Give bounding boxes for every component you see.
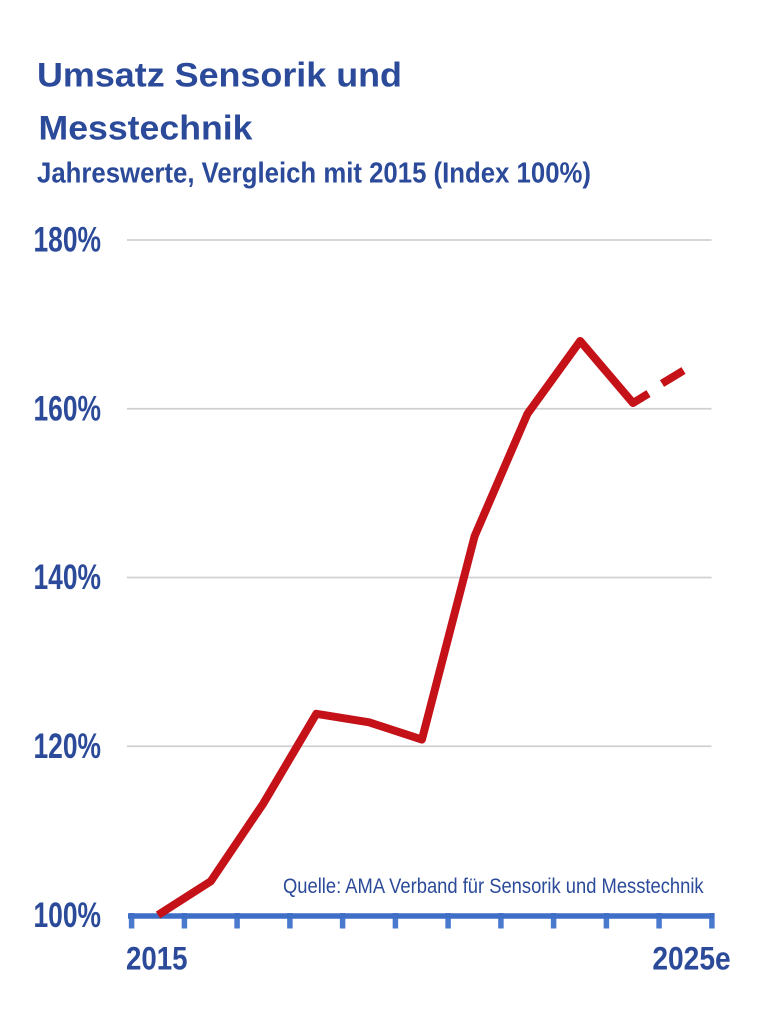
svg-text:Quelle: AMA Verband für Sensor: Quelle: AMA Verband für Sensorik und Mes… [283, 874, 704, 898]
svg-text:140%: 140% [34, 557, 102, 597]
svg-text:120%: 120% [34, 726, 102, 766]
svg-text:160%: 160% [34, 389, 102, 429]
svg-text:Umsatz Sensorik und: Umsatz Sensorik und [37, 57, 402, 95]
svg-text:2015: 2015 [126, 941, 188, 977]
svg-text:Messtechnik: Messtechnik [39, 110, 254, 148]
svg-text:180%: 180% [34, 220, 102, 260]
svg-text:Jahreswerte, Vergleich mit 201: Jahreswerte, Vergleich mit 2015 (Index 1… [37, 158, 591, 190]
svg-text:2025e: 2025e [652, 941, 730, 977]
svg-text:100%: 100% [34, 895, 102, 935]
